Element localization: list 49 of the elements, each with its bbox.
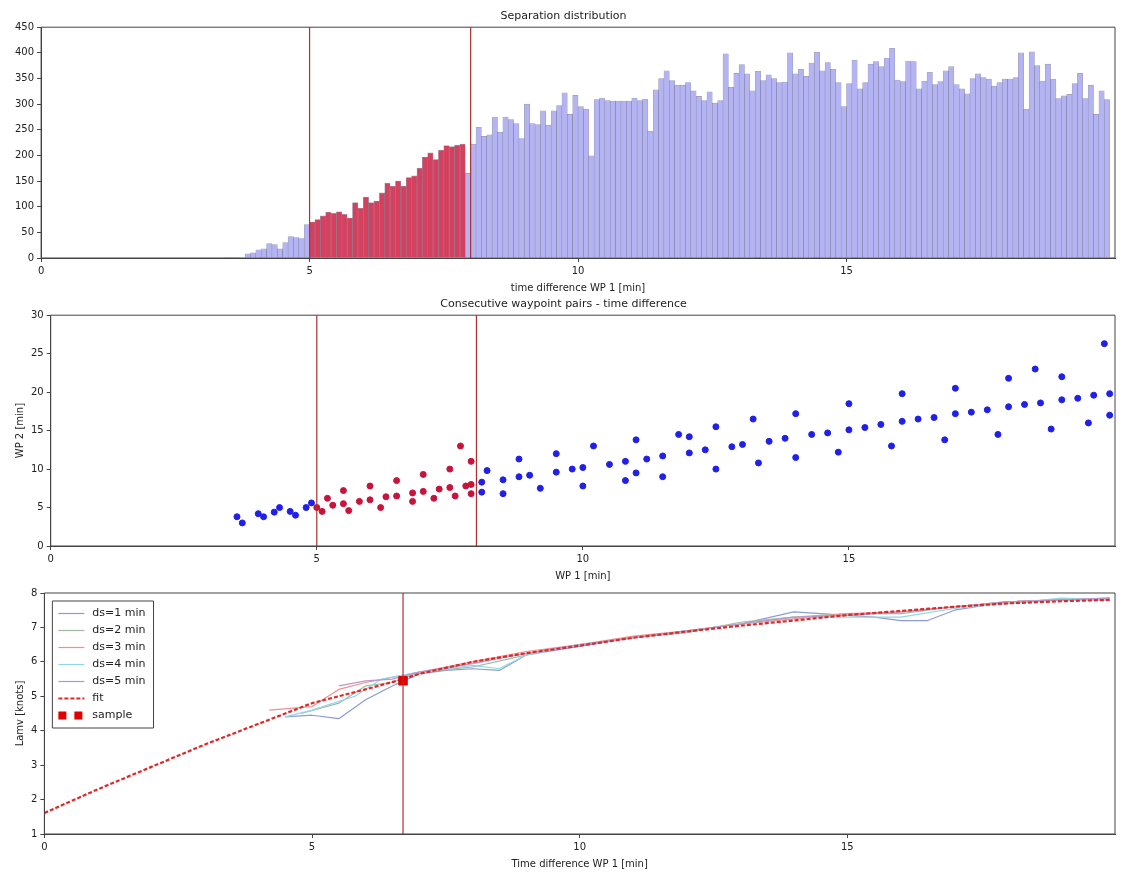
- legend-label: ds=3 min: [92, 640, 146, 654]
- y-tick-label: 25: [30, 347, 44, 359]
- legend-label: fit: [92, 691, 105, 705]
- y-tick-label: 0: [37, 539, 44, 551]
- chart-title: Consecutive waypoint pairs - time difference: [440, 297, 687, 311]
- x-tick-label: 5: [306, 264, 313, 276]
- legend-label: sample: [92, 708, 133, 722]
- x-axis-title: time difference WP 1 [min]: [510, 281, 646, 293]
- x-tick-label: 5: [313, 552, 320, 564]
- y-axis-title: WP 2 [min]: [13, 402, 25, 459]
- x-tick-label: 0: [47, 552, 54, 564]
- y-tick-label: 6: [30, 655, 38, 667]
- x-tick-label: 15: [842, 552, 856, 564]
- chart-title: Separation distribution: [500, 9, 627, 23]
- legend-label: ds=5 min: [92, 674, 146, 688]
- y-tick-label: 7: [30, 621, 38, 633]
- y-tick-label: 400: [14, 46, 35, 58]
- y-tick-label: 3: [30, 758, 38, 770]
- y-tick-label: 5: [30, 689, 38, 701]
- y-tick-label: 250: [14, 123, 35, 135]
- x-tick-label: 15: [840, 840, 854, 852]
- y-tick-label: 0: [27, 251, 35, 263]
- y-tick-label: 150: [14, 174, 35, 186]
- legend-label: ds=2 min: [92, 623, 146, 637]
- x-axis-title: Time difference WP 1 [min]: [510, 857, 648, 869]
- legend-label: ds=1 min: [92, 606, 146, 620]
- y-tick-label: 15: [30, 424, 44, 436]
- y-tick-label: 200: [14, 149, 35, 161]
- x-axis-title: WP 1 [min]: [555, 569, 611, 581]
- legend-label: ds=4 min: [92, 657, 146, 671]
- y-tick-label: 20: [30, 385, 44, 397]
- y-tick-label: 100: [14, 200, 35, 212]
- x-tick-label: 10: [571, 264, 585, 276]
- x-tick-label: 10: [573, 840, 587, 852]
- x-tick-label: 5: [308, 840, 316, 852]
- y-tick-label: 2: [30, 793, 38, 805]
- y-tick-label: 50: [21, 225, 35, 237]
- x-tick-label: 10: [576, 552, 590, 564]
- y-tick-label: 5: [37, 501, 44, 513]
- y-tick-label: 30: [30, 308, 44, 320]
- y-tick-label: 1: [30, 827, 38, 839]
- y-tick-label: 8: [30, 586, 38, 598]
- y-tick-label: 10: [30, 462, 44, 474]
- y-tick-label: 450: [14, 20, 35, 32]
- y-axis-title: Lamv [knots]: [13, 680, 25, 747]
- y-tick-label: 4: [30, 724, 38, 736]
- x-tick-label: 15: [840, 264, 853, 276]
- y-tick-label: 300: [14, 97, 35, 109]
- y-tick-label: 350: [14, 72, 35, 84]
